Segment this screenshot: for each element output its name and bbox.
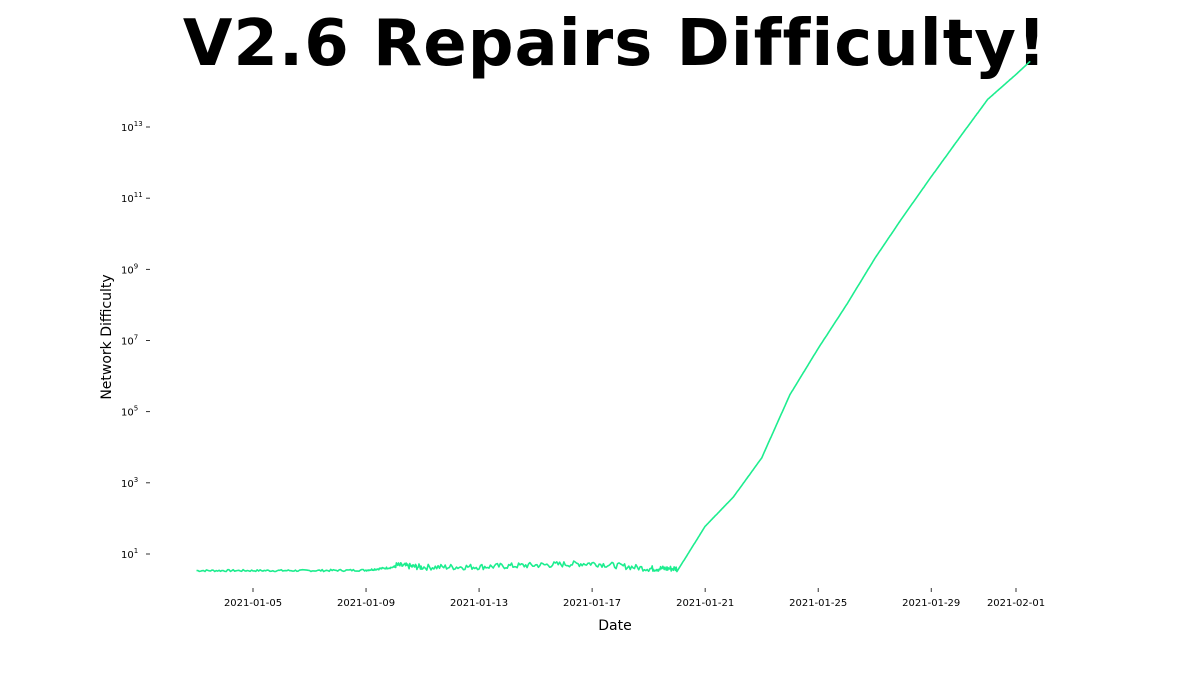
y-axis-label: Network Difficulty xyxy=(99,274,115,399)
x-tick-label: 2021-01-13 xyxy=(450,598,508,609)
x-tick-label: 2021-02-01 xyxy=(987,598,1045,609)
x-axis-label: Date xyxy=(598,618,631,634)
y-tick-label: 107 xyxy=(121,334,138,348)
series-group xyxy=(196,60,1031,573)
y-axis: 101 103 105 107 109 1011 1013 xyxy=(121,120,150,561)
y-tick-label: 109 xyxy=(121,262,138,276)
y-tick-label: 1011 xyxy=(121,191,143,205)
y-tick-label: 101 xyxy=(121,547,138,561)
x-tick-label: 2021-01-25 xyxy=(789,598,847,609)
y-tick-label: 103 xyxy=(121,476,138,490)
x-tick-label: 2021-01-05 xyxy=(224,598,282,609)
x-tick-label: 2021-01-17 xyxy=(563,598,621,609)
x-tick-label: 2021-01-09 xyxy=(337,598,395,609)
chart-title: V2.6 Repairs Difficulty! xyxy=(182,7,1048,81)
y-tick-label: 1013 xyxy=(121,120,143,134)
x-tick-label: 2021-01-29 xyxy=(902,598,960,609)
x-tick-label: 2021-01-21 xyxy=(676,598,734,609)
y-tick-label: 105 xyxy=(121,405,138,419)
x-axis: 2021-01-05 2021-01-09 2021-01-13 2021-01-17… xyxy=(224,588,1045,609)
series-line xyxy=(196,60,1031,573)
